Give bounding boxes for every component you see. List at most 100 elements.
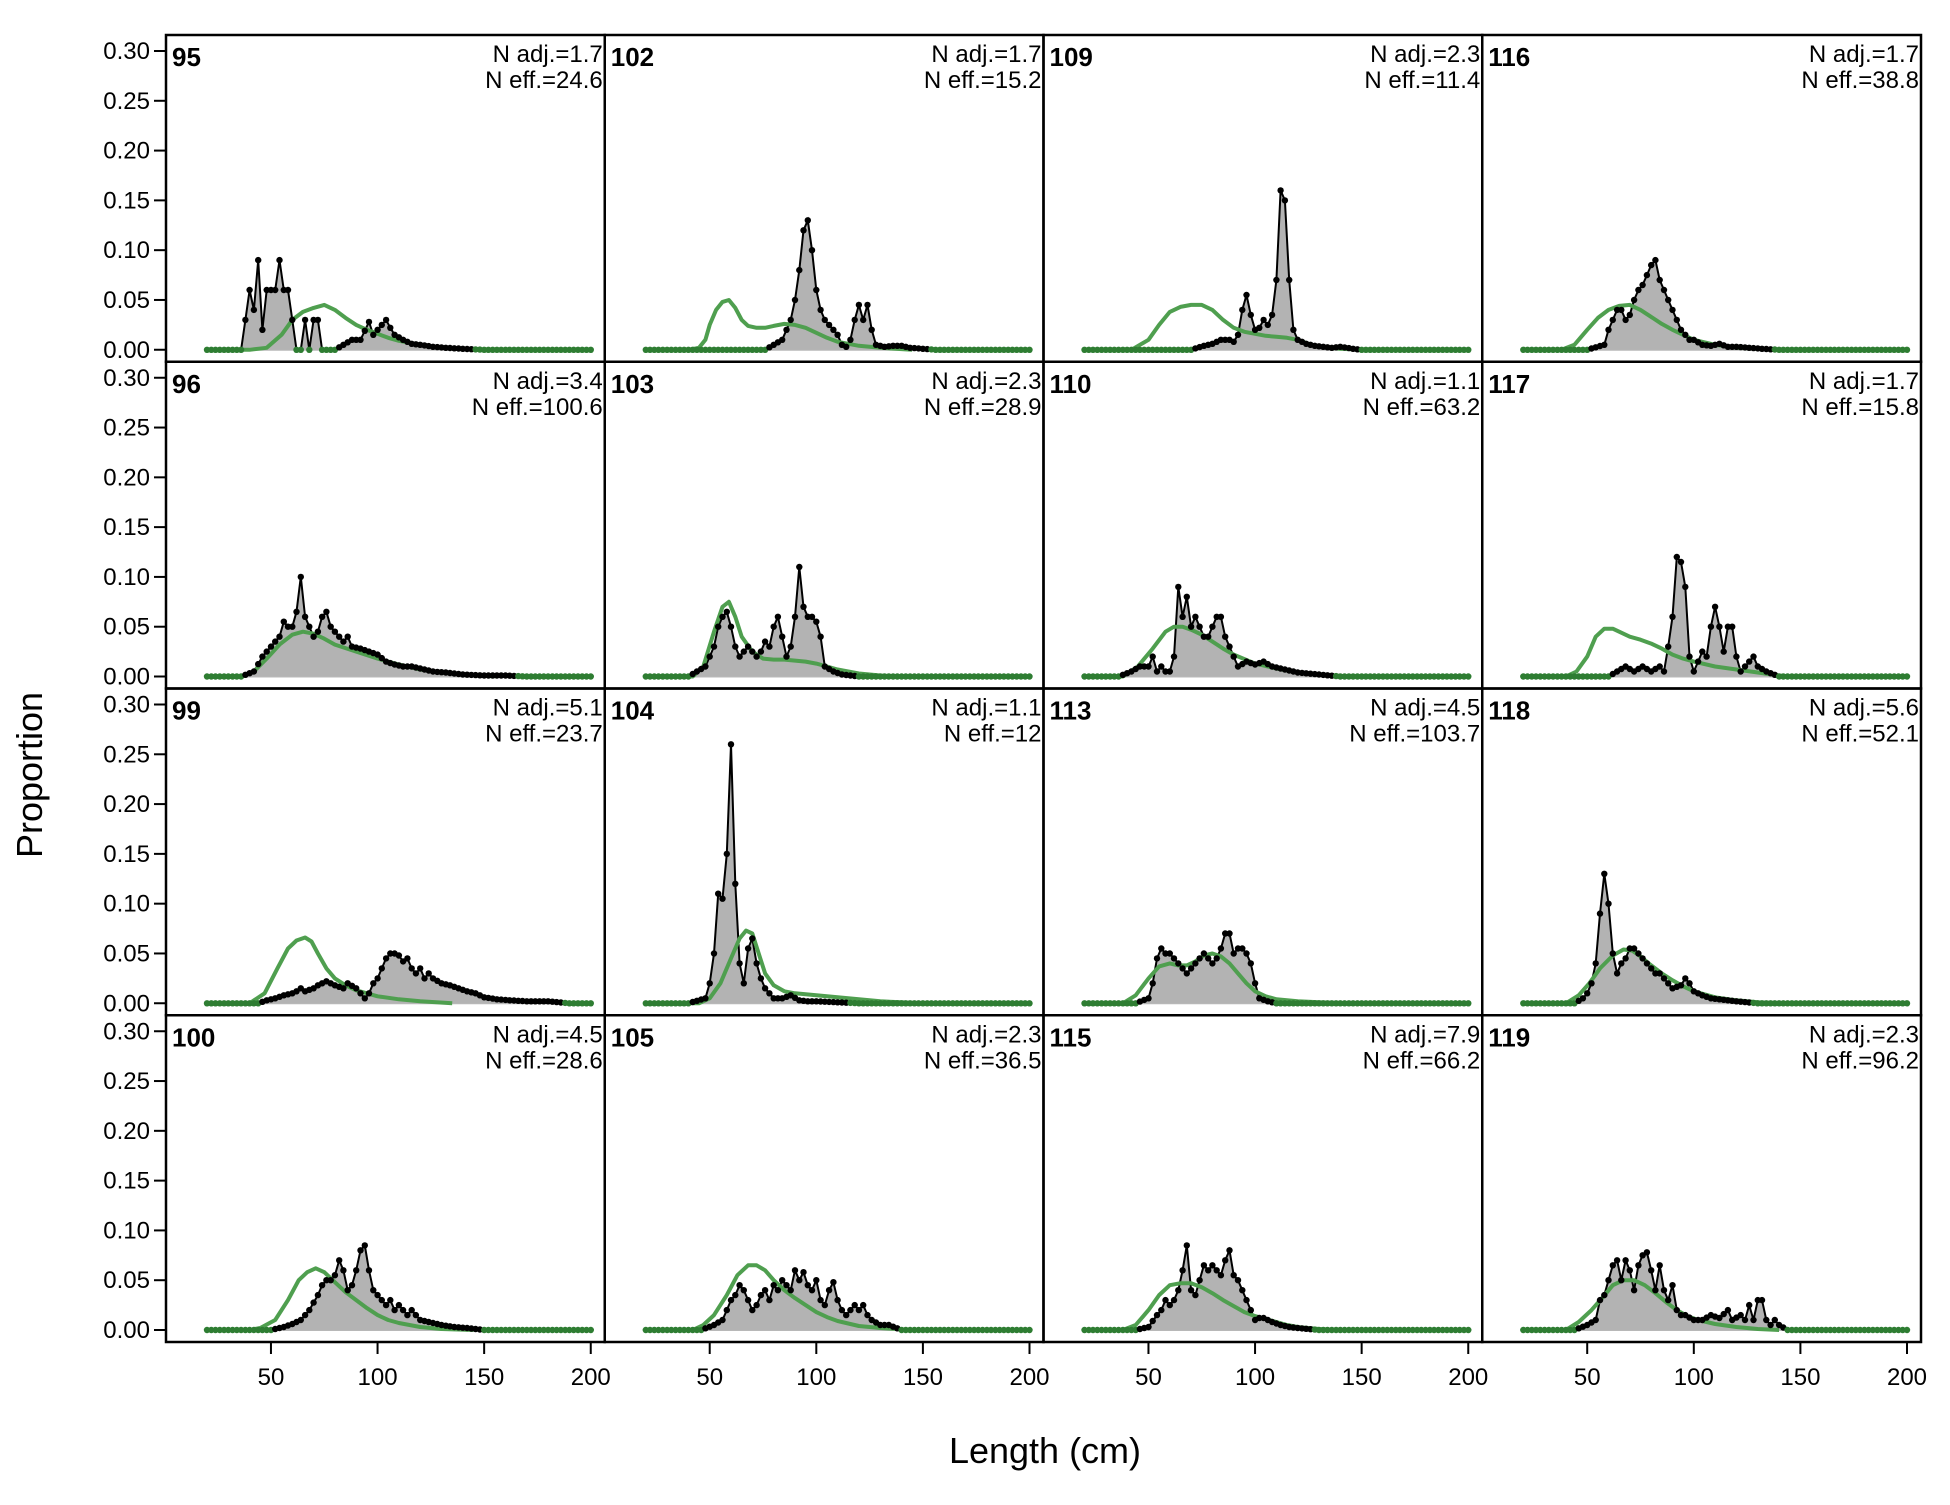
observed-point	[736, 653, 743, 660]
y-tick-label: 0.25	[103, 1068, 150, 1095]
observed-point	[301, 1311, 309, 1319]
observed-point	[791, 296, 799, 304]
observed-point	[1694, 658, 1702, 665]
observed-point	[1290, 326, 1297, 333]
observed-point	[719, 613, 726, 620]
observed-point	[719, 895, 726, 902]
observed-point	[749, 935, 756, 942]
observed-point	[404, 955, 411, 962]
observed-point	[706, 653, 713, 660]
observed-point	[395, 952, 403, 959]
y-tick-label: 0.30	[103, 1018, 150, 1045]
y-tick-label: 0.00	[103, 337, 150, 364]
observed-point	[276, 633, 283, 640]
observed-point	[800, 1269, 807, 1276]
observed-point	[808, 613, 816, 620]
observed-point	[1630, 945, 1638, 952]
observed-point	[306, 346, 313, 353]
observed-point	[1222, 1257, 1229, 1264]
y-tick-label: 0.10	[103, 891, 150, 918]
observed-point	[336, 633, 343, 640]
observed-point	[382, 1301, 390, 1309]
observed-point	[1652, 1287, 1659, 1294]
observed-point	[732, 643, 739, 650]
observed-point	[1234, 331, 1242, 338]
panel-label: 95	[172, 42, 201, 72]
observed-point	[1707, 623, 1715, 630]
panel-label: 116	[1488, 42, 1530, 72]
observed-point	[340, 638, 347, 645]
observed-point	[1665, 1296, 1672, 1304]
observed-point	[1213, 1267, 1220, 1274]
panel-label: 119	[1488, 1022, 1530, 1052]
observed-point	[1665, 980, 1672, 987]
observed-point	[1665, 643, 1672, 650]
observed-point	[855, 1306, 863, 1314]
n-eff-label: N eff.=15.8	[1801, 394, 1919, 421]
observed-point	[267, 643, 275, 650]
observed-point	[1579, 995, 1587, 1002]
observed-point	[1656, 663, 1663, 670]
observed-point	[382, 316, 390, 324]
observed-point	[374, 975, 381, 982]
observed-point	[327, 1277, 334, 1284]
expected-line	[645, 928, 923, 1006]
panel-118: 118 N adj.=5.6N eff.=52.1	[1481, 687, 1923, 1017]
observed-point	[1200, 950, 1208, 957]
n-adj-label: N adj.=1.1	[931, 695, 1041, 722]
n-eff-label: N eff.=15.2	[924, 67, 1042, 94]
panel-label: 104	[611, 696, 655, 726]
n-eff-label: N eff.=28.6	[485, 1047, 603, 1074]
observed-point	[391, 1306, 398, 1314]
n-adj-label: N adj.=7.9	[1370, 1021, 1480, 1048]
observed-point	[817, 306, 824, 314]
observed-line	[645, 216, 1030, 351]
observed-area	[207, 260, 591, 350]
observed-point	[770, 1282, 777, 1289]
observed-point	[1682, 331, 1689, 338]
panel-103: 103 N adj.=2.3N eff.=28.9	[603, 360, 1045, 690]
observed-point	[787, 316, 794, 324]
observed-point	[387, 324, 394, 331]
observed-point	[732, 1291, 739, 1299]
observed-point	[361, 995, 368, 1002]
observed-point	[1758, 1296, 1766, 1304]
y-tick-label: 0.15	[103, 1168, 150, 1195]
observed-point	[787, 643, 794, 650]
panel-100: 100 N adj.=4.5N eff.=28.6	[164, 1014, 606, 1344]
observed-point	[1268, 311, 1276, 319]
observed-point	[1192, 1291, 1199, 1299]
observed-point	[723, 850, 730, 858]
y-tick-label: 0.20	[103, 791, 150, 818]
n-eff-label: N eff.=103.7	[1349, 721, 1480, 748]
observed-point	[1256, 324, 1263, 331]
observed-point	[715, 623, 722, 630]
n-eff-label: N eff.=38.8	[1801, 67, 1919, 94]
observed-point	[1179, 965, 1186, 972]
x-tick-label: 200	[571, 1364, 611, 1391]
observed-point	[1643, 271, 1651, 279]
observed-point	[361, 327, 368, 334]
n-adj-label: N adj.=4.5	[1370, 695, 1480, 722]
observed-point	[1226, 643, 1233, 650]
expected-line	[1084, 951, 1352, 1006]
observed-point	[1026, 673, 1033, 680]
observed-point	[272, 286, 279, 294]
observed-point	[1277, 187, 1284, 194]
observed-point	[753, 653, 760, 660]
observed-point	[1260, 316, 1267, 324]
n-adj-label: N adj.=5.6	[1809, 695, 1919, 722]
observed-point	[1226, 930, 1233, 937]
observed-point	[378, 965, 385, 972]
expected-line	[645, 298, 913, 352]
panel-label: 99	[172, 696, 201, 726]
observed-point	[246, 286, 253, 294]
observed-line	[1523, 873, 1907, 1005]
y-tick-label: 0.30	[103, 692, 150, 719]
observed-point	[1243, 950, 1250, 957]
observed-point	[314, 316, 322, 324]
observed-point	[412, 970, 420, 977]
observed-point	[1209, 623, 1216, 630]
observed-point	[715, 890, 722, 897]
observed-point	[353, 1267, 360, 1274]
